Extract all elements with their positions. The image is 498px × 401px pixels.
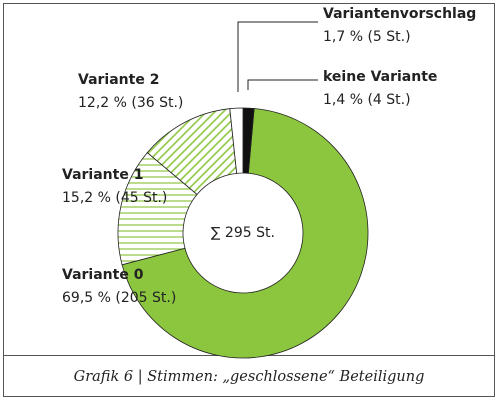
slice-name: Variantenvorschlag	[323, 6, 476, 22]
slice-name: Variante 0	[62, 267, 144, 283]
frame	[3, 3, 495, 397]
leader-line	[237, 21, 318, 92]
slice-value-label: 1,4 % (4 St.)	[323, 92, 411, 108]
slice-name: Variante 2	[78, 72, 159, 88]
caption: Grafik 6 | Stimmen: „geschlossene“ Betei…	[74, 369, 425, 385]
slice-value-label: 15,2 % (45 St.)	[62, 190, 167, 206]
slice-value-label: 69,5 % (205 St.)	[62, 290, 176, 306]
donut-slice	[242, 107, 255, 174]
slice-name: Variante 1	[62, 167, 143, 183]
slice-value-label: 1,7 % (5 St.)	[323, 29, 411, 45]
slice-name: keine Variante	[323, 69, 437, 85]
center-label: ∑ 295 St.	[211, 225, 275, 241]
donut-slice	[121, 108, 369, 359]
slice-value-label: 12,2 % (36 St.)	[78, 95, 183, 111]
leader-line	[247, 79, 318, 90]
